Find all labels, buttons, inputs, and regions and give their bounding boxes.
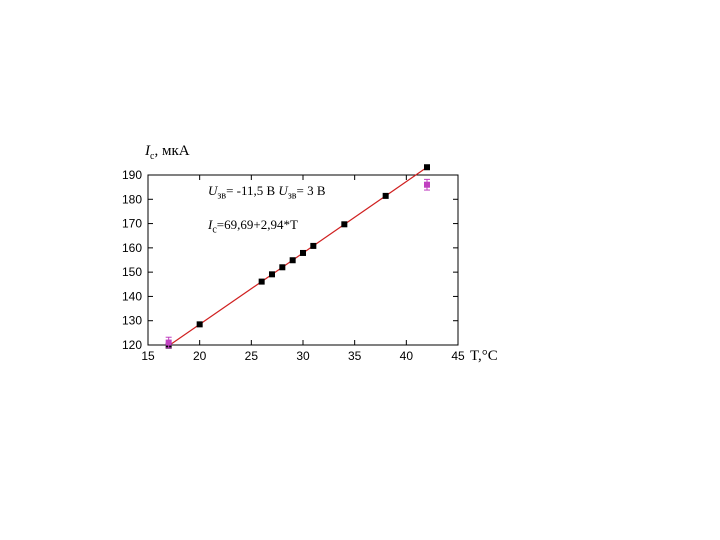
annotation-voltages: Uзв= -11,5 В Uзв= 3 В: [208, 183, 326, 202]
y-tick-label: 140: [122, 289, 142, 303]
x-tick-label: 40: [400, 349, 414, 363]
x-tick-label: 30: [296, 349, 310, 363]
data-marker: [425, 182, 430, 187]
data-marker: [259, 279, 264, 284]
data-marker: [270, 272, 275, 277]
x-tick-label: 20: [193, 349, 207, 363]
annotation-equation: Iс=69,69+2,94*T: [208, 217, 298, 236]
y-tick-label: 160: [122, 241, 142, 255]
data-marker: [290, 258, 295, 263]
data-marker: [383, 193, 388, 198]
data-marker: [425, 165, 430, 170]
data-marker: [342, 222, 347, 227]
data-marker: [301, 250, 306, 255]
x-axis-label: T,°C: [470, 348, 498, 365]
x-tick-label: 15: [141, 349, 155, 363]
data-marker: [197, 322, 202, 327]
x-tick-label: 25: [245, 349, 259, 363]
y-tick-label: 190: [122, 168, 142, 182]
y-tick-label: 120: [122, 338, 142, 352]
y-tick-label: 180: [122, 192, 142, 206]
data-marker: [166, 340, 171, 345]
y-tick-label: 150: [122, 265, 142, 279]
chart-container: Iс, мкА T,°C Uзв= -11,5 В Uзв= 3 В Iс=69…: [90, 155, 510, 385]
x-tick-label: 35: [348, 349, 362, 363]
data-marker: [311, 243, 316, 248]
y-axis-label: Iс, мкА: [145, 143, 190, 162]
x-tick-label: 45: [451, 349, 465, 363]
y-tick-label: 130: [122, 314, 142, 328]
y-tick-label: 170: [122, 217, 142, 231]
data-marker: [280, 265, 285, 270]
